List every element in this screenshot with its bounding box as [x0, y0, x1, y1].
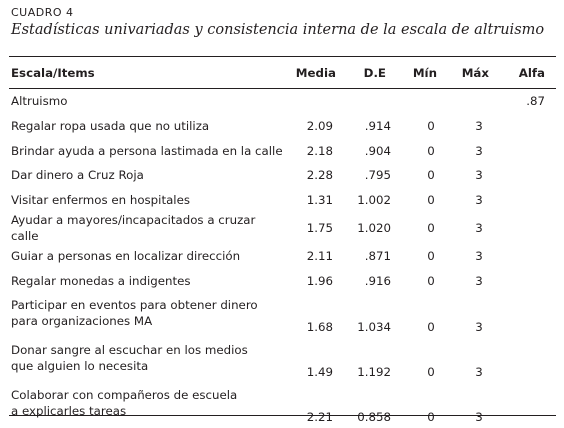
- de-value: 1.034: [357, 320, 391, 334]
- item-label: Regalar ropa usada que no utiliza: [9, 114, 284, 139]
- alfa-empty-cell: [505, 269, 556, 294]
- media-value: 1.96: [306, 273, 333, 288]
- max-value: 3: [475, 221, 483, 235]
- min-value: 0: [427, 365, 435, 379]
- bottom-rule: [9, 415, 556, 416]
- media-value: 1.49: [306, 365, 333, 379]
- de-value: .904: [364, 143, 391, 158]
- de-value: 1.192: [357, 365, 391, 379]
- header-alfa: Alfa: [518, 65, 545, 80]
- min-value: 0: [427, 410, 435, 424]
- table-row: Visitar enfermos en hospitales 1.31 1.002 0…: [9, 188, 556, 213]
- media-value: 1.68: [306, 320, 333, 334]
- item-label-line: que alguien lo necesita: [11, 359, 149, 373]
- alfa-empty-cell: [505, 163, 556, 188]
- item-label-line: Brindar ayuda a persona lastimada en la …: [11, 143, 283, 158]
- media-value: 2.28: [306, 168, 333, 183]
- alfa-empty-cell: [505, 293, 556, 338]
- media-value: 2.09: [306, 119, 333, 134]
- alfa-empty-cell: [505, 244, 556, 269]
- table-row: Regalar ropa usada que no utiliza 2.09 .91…: [9, 114, 556, 139]
- item-label: Participar en eventos para obtener diner…: [9, 293, 284, 338]
- item-label: Ayudar a mayores/incapacitados a cruzar …: [9, 212, 284, 244]
- table-row: Colaborar con compañeros de escuela a exp…: [9, 383, 556, 428]
- item-label-line: Dar dinero a Cruz Roja: [11, 168, 144, 183]
- table-row: Regalar monedas a indigentes 1.96 .916 0 3: [9, 269, 556, 294]
- item-label-line: Donar sangre al escuchar en los medios: [11, 343, 248, 357]
- max-value: 3: [475, 143, 483, 158]
- header-row: Escala/Items Media D.E Mín Máx Alfa: [9, 57, 556, 88]
- alfa-empty-cell: [505, 338, 556, 383]
- max-value: 3: [475, 192, 483, 207]
- table-title: Estadísticas univariadas y consistencia …: [11, 22, 545, 38]
- table-label: CUADRO 4: [11, 6, 74, 19]
- table-row: Brindar ayuda a persona lastimada en la …: [9, 139, 556, 164]
- min-value: 0: [427, 119, 435, 134]
- de-value: .914: [364, 119, 391, 134]
- table-row: Participar en eventos para obtener diner…: [9, 293, 556, 338]
- header-rule: [9, 88, 556, 89]
- alfa-empty-cell: [505, 114, 556, 139]
- item-label-line: Participar en eventos para obtener diner…: [11, 298, 258, 312]
- item-label-line: Regalar monedas a indigentes: [11, 273, 191, 288]
- group-name: Altruismo: [11, 94, 68, 108]
- item-label-line: Colaborar con compañeros de escuela: [11, 388, 238, 402]
- media-value: 2.21: [306, 410, 333, 424]
- alfa-empty-cell: [505, 212, 556, 244]
- min-value: 0: [427, 168, 435, 183]
- media-value: 2.11: [306, 249, 333, 264]
- de-value: .916: [364, 273, 391, 288]
- item-label-line: Guiar a personas en localizar dirección: [11, 249, 241, 264]
- item-label-line: Ayudar a mayores/incapacitados a cruzar …: [11, 213, 256, 243]
- item-label-line: para organizaciones MA: [11, 314, 153, 328]
- item-label-line: Visitar enfermos en hospitales: [11, 192, 190, 207]
- min-value: 0: [427, 273, 435, 288]
- top-rule: [9, 56, 556, 57]
- item-label: Regalar monedas a indigentes: [9, 269, 284, 294]
- de-value: .871: [364, 249, 391, 264]
- media-value: 1.31: [306, 192, 333, 207]
- max-value: 3: [475, 365, 483, 379]
- item-label: Guiar a personas en localizar dirección: [9, 244, 284, 269]
- group-row: Altruismo .87: [9, 88, 556, 114]
- max-value: 3: [475, 249, 483, 264]
- alfa-empty-cell: [505, 139, 556, 164]
- item-label: Colaborar con compañeros de escuela a exp…: [9, 383, 284, 428]
- max-value: 3: [475, 320, 483, 334]
- item-label-line: Regalar ropa usada que no utiliza: [11, 119, 210, 134]
- media-value: 1.75: [306, 221, 333, 235]
- header-max: Máx: [461, 65, 489, 80]
- de-value: 1.002: [357, 192, 391, 207]
- item-label: Brindar ayuda a persona lastimada en la …: [9, 139, 284, 164]
- de-value: 0.858: [357, 410, 391, 424]
- alfa-empty-cell: [505, 188, 556, 213]
- header-scale-items: Escala/Items: [11, 65, 95, 80]
- table-row: Dar dinero a Cruz Roja 2.28 .795 0 3: [9, 163, 556, 188]
- table-row: Donar sangre al escuchar en los medios qu…: [9, 338, 556, 383]
- header-min: Mín: [412, 65, 437, 80]
- item-label: Donar sangre al escuchar en los medios qu…: [9, 338, 284, 383]
- max-value: 3: [475, 410, 483, 424]
- group-alfa: .87: [526, 94, 545, 108]
- max-value: 3: [475, 273, 483, 288]
- min-value: 0: [427, 221, 435, 235]
- header-media: Media: [295, 65, 336, 80]
- alfa-empty-cell: [505, 383, 556, 428]
- de-value: 1.020: [357, 221, 391, 235]
- item-label: Dar dinero a Cruz Roja: [9, 163, 284, 188]
- header-de: D.E: [363, 65, 386, 80]
- item-label: Visitar enfermos en hospitales: [9, 188, 284, 213]
- table-row: Ayudar a mayores/incapacitados a cruzar …: [9, 212, 556, 244]
- item-label-line: a explicarles tareas: [11, 404, 127, 418]
- min-value: 0: [427, 192, 435, 207]
- min-value: 0: [427, 249, 435, 264]
- min-value: 0: [427, 143, 435, 158]
- min-value: 0: [427, 320, 435, 334]
- max-value: 3: [475, 119, 483, 134]
- table-row: Guiar a personas en localizar dirección 2…: [9, 244, 556, 269]
- statistics-table: Escala/Items Media D.E Mín Máx Alfa Altr…: [9, 57, 556, 428]
- max-value: 3: [475, 168, 483, 183]
- de-value: .795: [364, 168, 391, 183]
- media-value: 2.18: [306, 143, 333, 158]
